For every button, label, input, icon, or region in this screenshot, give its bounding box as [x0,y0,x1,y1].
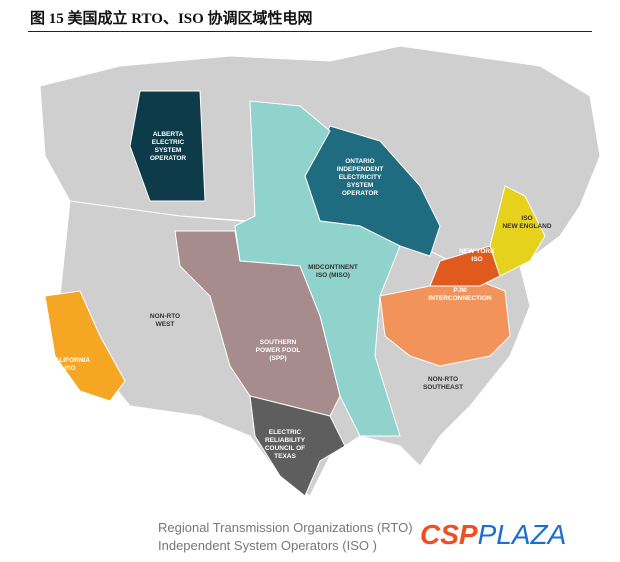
region-california [44,290,126,402]
region-ercot [249,395,346,497]
region-new-england [489,185,546,277]
region-labels: ALBERTA ELECTRIC SYSTEM OPERATOR ONTARIO IND… [50,131,552,460]
region-alberta [129,90,206,202]
figure-title: 图 15 美国成立 RTO、ISO 协调区域性电网 [30,11,313,27]
watermark-logo: CSPPLAZA [420,519,567,550]
title-rule [28,31,592,32]
legend-rto: Regional Transmission Organizations (RTO… [158,520,413,535]
region-new-york [429,245,501,287]
rto-iso-map: ALBERTA ELECTRIC SYSTEM OPERATOR ONTARIO IND… [39,45,601,497]
legend-iso: Independent System Operators (ISO ) [158,538,377,553]
